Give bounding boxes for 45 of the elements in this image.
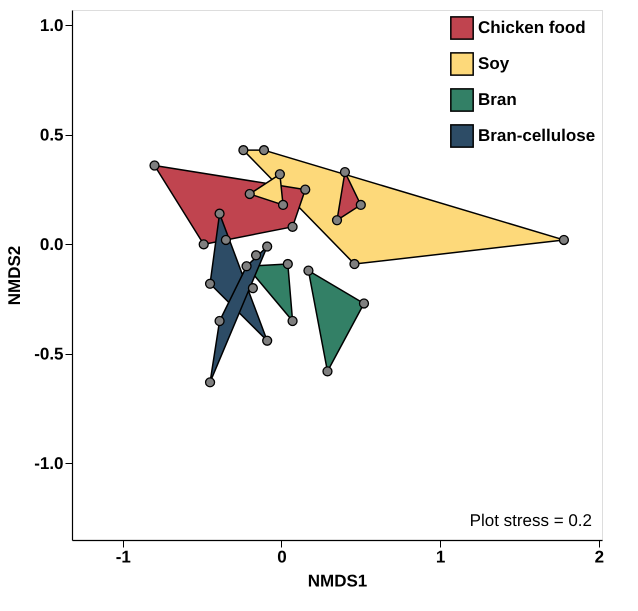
point — [274, 169, 285, 180]
point — [262, 241, 272, 252]
point — [204, 278, 216, 289]
point — [322, 366, 333, 376]
x-tick-label: 2 — [594, 548, 604, 566]
point — [356, 200, 366, 210]
legend-label: Soy — [478, 54, 510, 73]
y-tick-label: 1.0 — [40, 16, 64, 35]
point — [287, 316, 298, 326]
x-axis-title: NMDS1 — [308, 572, 368, 590]
point — [300, 184, 310, 195]
point — [220, 234, 232, 246]
point — [303, 266, 314, 276]
x-tick-label: 1 — [436, 548, 446, 566]
point — [358, 298, 370, 309]
legend-label: Bran-cellulose — [478, 126, 596, 145]
y-tick-label: 0.0 — [40, 234, 64, 254]
point — [250, 250, 262, 260]
point — [198, 239, 209, 250]
point — [340, 166, 350, 178]
point — [214, 208, 225, 219]
point — [262, 336, 272, 346]
point — [287, 222, 298, 232]
point — [278, 200, 288, 210]
legend-label: Bran — [478, 90, 517, 109]
point — [349, 258, 360, 270]
point — [282, 258, 293, 270]
point — [332, 215, 342, 226]
x-tick-label: 0 — [277, 548, 287, 566]
point — [238, 145, 248, 156]
y-tick-label: -1.0 — [34, 454, 64, 473]
y-tick-label: -0.5 — [34, 344, 64, 364]
point — [214, 316, 225, 326]
legend-label: Chicken food — [478, 18, 586, 37]
annotation: Plot stress = 0.2 — [470, 511, 592, 530]
x-tick-label: -1 — [116, 548, 131, 566]
point — [204, 377, 216, 388]
point — [244, 188, 255, 200]
y-tick-label: 0.5 — [40, 125, 64, 144]
point — [241, 261, 252, 272]
y-axis-title: NMDS2 — [5, 246, 24, 306]
point — [258, 145, 270, 156]
point — [248, 283, 258, 294]
point — [149, 160, 160, 171]
point — [558, 234, 570, 246]
